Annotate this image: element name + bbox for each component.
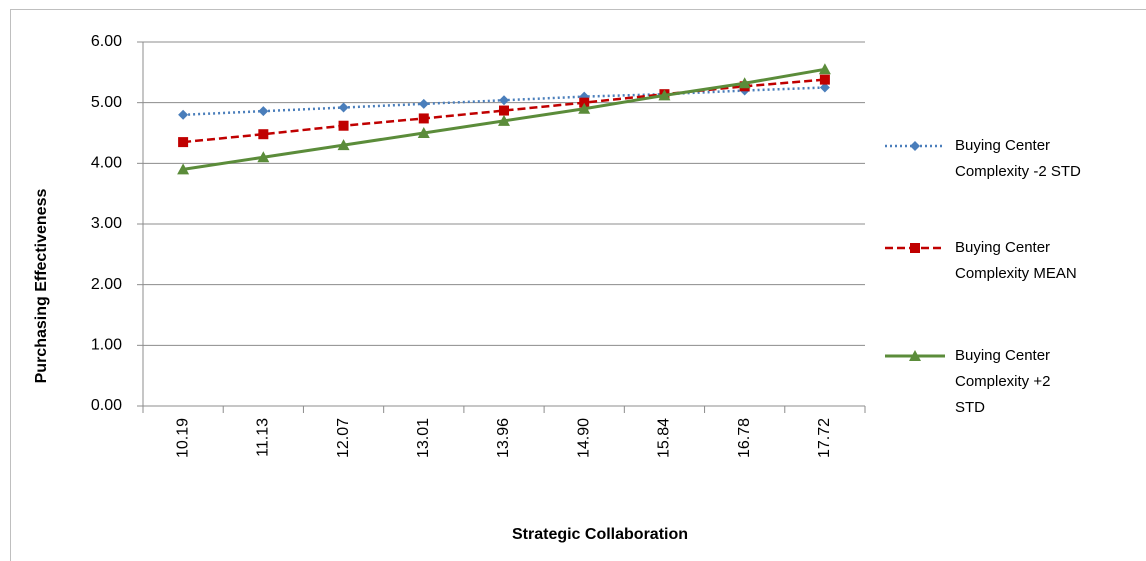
x-tick-label: 12.07 [335, 418, 352, 458]
point-marker [819, 74, 830, 85]
chart-frame [10, 9, 1146, 561]
point-marker [177, 163, 190, 175]
y-tick-label: 3.00 [91, 215, 122, 232]
x-tick-label: 17.72 [816, 418, 833, 458]
legend-entry: Buying Center Complexity MEAN [955, 239, 1077, 282]
y-tick-label: 2.00 [91, 276, 122, 293]
x-tick-label: 13.01 [415, 418, 432, 458]
point-marker [498, 114, 510, 126]
y-tick-label: 1.00 [91, 337, 122, 354]
point-marker [338, 102, 349, 113]
point-marker [909, 350, 921, 361]
x-tick-label: 11.13 [255, 418, 272, 457]
point-marker [258, 129, 269, 140]
x-tick-label: 13.96 [495, 418, 512, 458]
point-marker [178, 109, 189, 120]
x-tick-label: 15.84 [656, 418, 673, 458]
point-marker [337, 139, 350, 151]
point-marker [499, 95, 509, 106]
point-marker [910, 141, 920, 151]
point-marker [417, 127, 430, 138]
legend-label: Buying Center Complexity +2 STD [955, 347, 1051, 416]
point-marker [658, 89, 671, 101]
point-marker [579, 97, 590, 108]
point-marker [910, 243, 920, 253]
point-marker [418, 98, 429, 109]
legend-entry: Buying Center Complexity -2 STD [955, 137, 1081, 180]
x-tick-label: 14.90 [575, 418, 592, 458]
legend-label: Buying Center Complexity -2 STD [955, 137, 1081, 180]
point-marker [499, 105, 509, 116]
point-marker [819, 82, 830, 93]
point-marker [178, 137, 189, 148]
y-axis-title: Purchasing Effectiveness [33, 189, 50, 384]
point-marker [257, 151, 270, 163]
y-tick-label: 5.00 [91, 94, 122, 111]
x-axis-title: Strategic Collaboration [512, 526, 688, 543]
point-marker [258, 106, 269, 117]
y-tick-label: 6.00 [91, 33, 122, 50]
legend-label: Buying Center Complexity MEAN [955, 239, 1077, 282]
point-marker [738, 77, 751, 89]
point-marker [338, 120, 349, 131]
y-tick-label: 0.00 [91, 397, 122, 414]
y-tick-label: 4.00 [91, 155, 122, 172]
x-tick-label: 16.78 [736, 418, 753, 458]
legend-entry: Buying Center Complexity +2 STD [955, 347, 1051, 416]
point-marker [818, 63, 831, 75]
point-marker [578, 102, 591, 114]
point-marker [418, 113, 429, 124]
x-tick-label: 10.19 [174, 418, 191, 458]
